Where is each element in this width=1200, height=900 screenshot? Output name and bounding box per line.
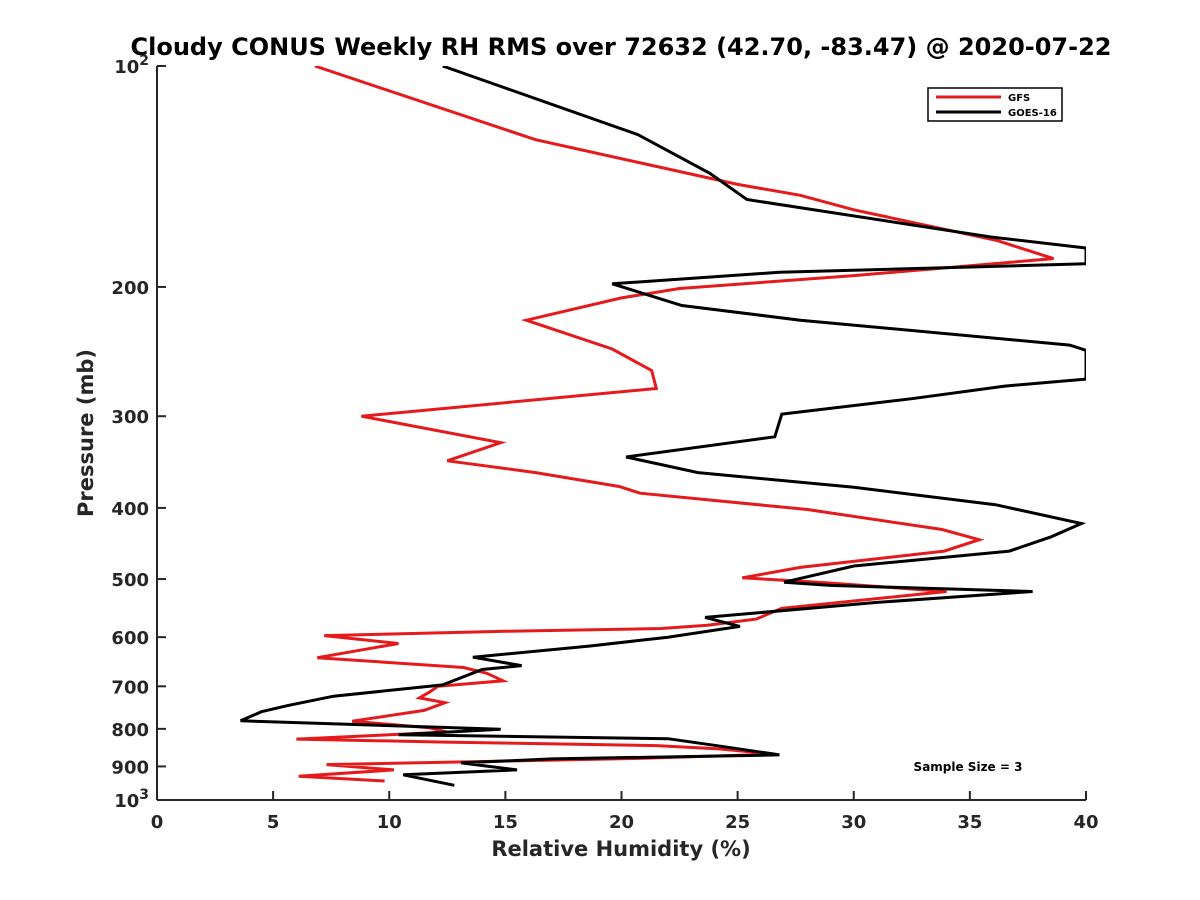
legend-entry-label: GOES-16 xyxy=(1008,108,1057,119)
y-tick-label: 700 xyxy=(111,677,149,698)
legend: GFS GOES-16 xyxy=(927,87,1063,122)
x-tick-label: 15 xyxy=(493,812,518,833)
y-tick-label: 800 xyxy=(111,720,149,741)
x-tick-label: 10 xyxy=(377,812,402,833)
y-tick-label: 103 xyxy=(114,787,149,812)
legend-entry-label: GFS xyxy=(1008,93,1030,104)
y-ticks: 102 200 300 400 500 600 700 800 900 103 xyxy=(111,53,166,812)
legend-box xyxy=(927,87,1063,122)
y-tick-label: 300 xyxy=(111,407,149,428)
y-tick-label: 500 xyxy=(111,570,149,591)
chart-title: Cloudy CONUS Weekly RH RMS over 72632 (4… xyxy=(131,33,1112,61)
y-tick-label: 200 xyxy=(111,278,149,299)
x-axis-label: Relative Humidity (%) xyxy=(491,837,750,861)
x-tick-label: 20 xyxy=(609,812,634,833)
y-tick-label: 400 xyxy=(111,499,149,520)
y-tick-label: 102 xyxy=(114,53,149,78)
x-tick-label: 30 xyxy=(841,812,866,833)
y-tick-label: 600 xyxy=(111,628,149,649)
x-tick-label: 40 xyxy=(1073,812,1098,833)
plot-lines xyxy=(240,66,1086,787)
x-tick-label: 35 xyxy=(957,812,982,833)
x-ticks: 0 5 10 15 20 25 30 35 40 xyxy=(151,791,1099,833)
y-tick-label: 900 xyxy=(111,757,149,778)
x-tick-label: 5 xyxy=(267,812,280,833)
x-tick-label: 25 xyxy=(725,812,750,833)
x-tick-label: 0 xyxy=(151,812,164,833)
series-line-goes-16 xyxy=(240,66,1086,787)
axes xyxy=(156,66,1086,801)
series-line-gfs xyxy=(296,66,1054,783)
y-axis-label: Pressure (mb) xyxy=(74,349,98,517)
sample-size-annotation: Sample Size = 3 xyxy=(914,760,1023,774)
